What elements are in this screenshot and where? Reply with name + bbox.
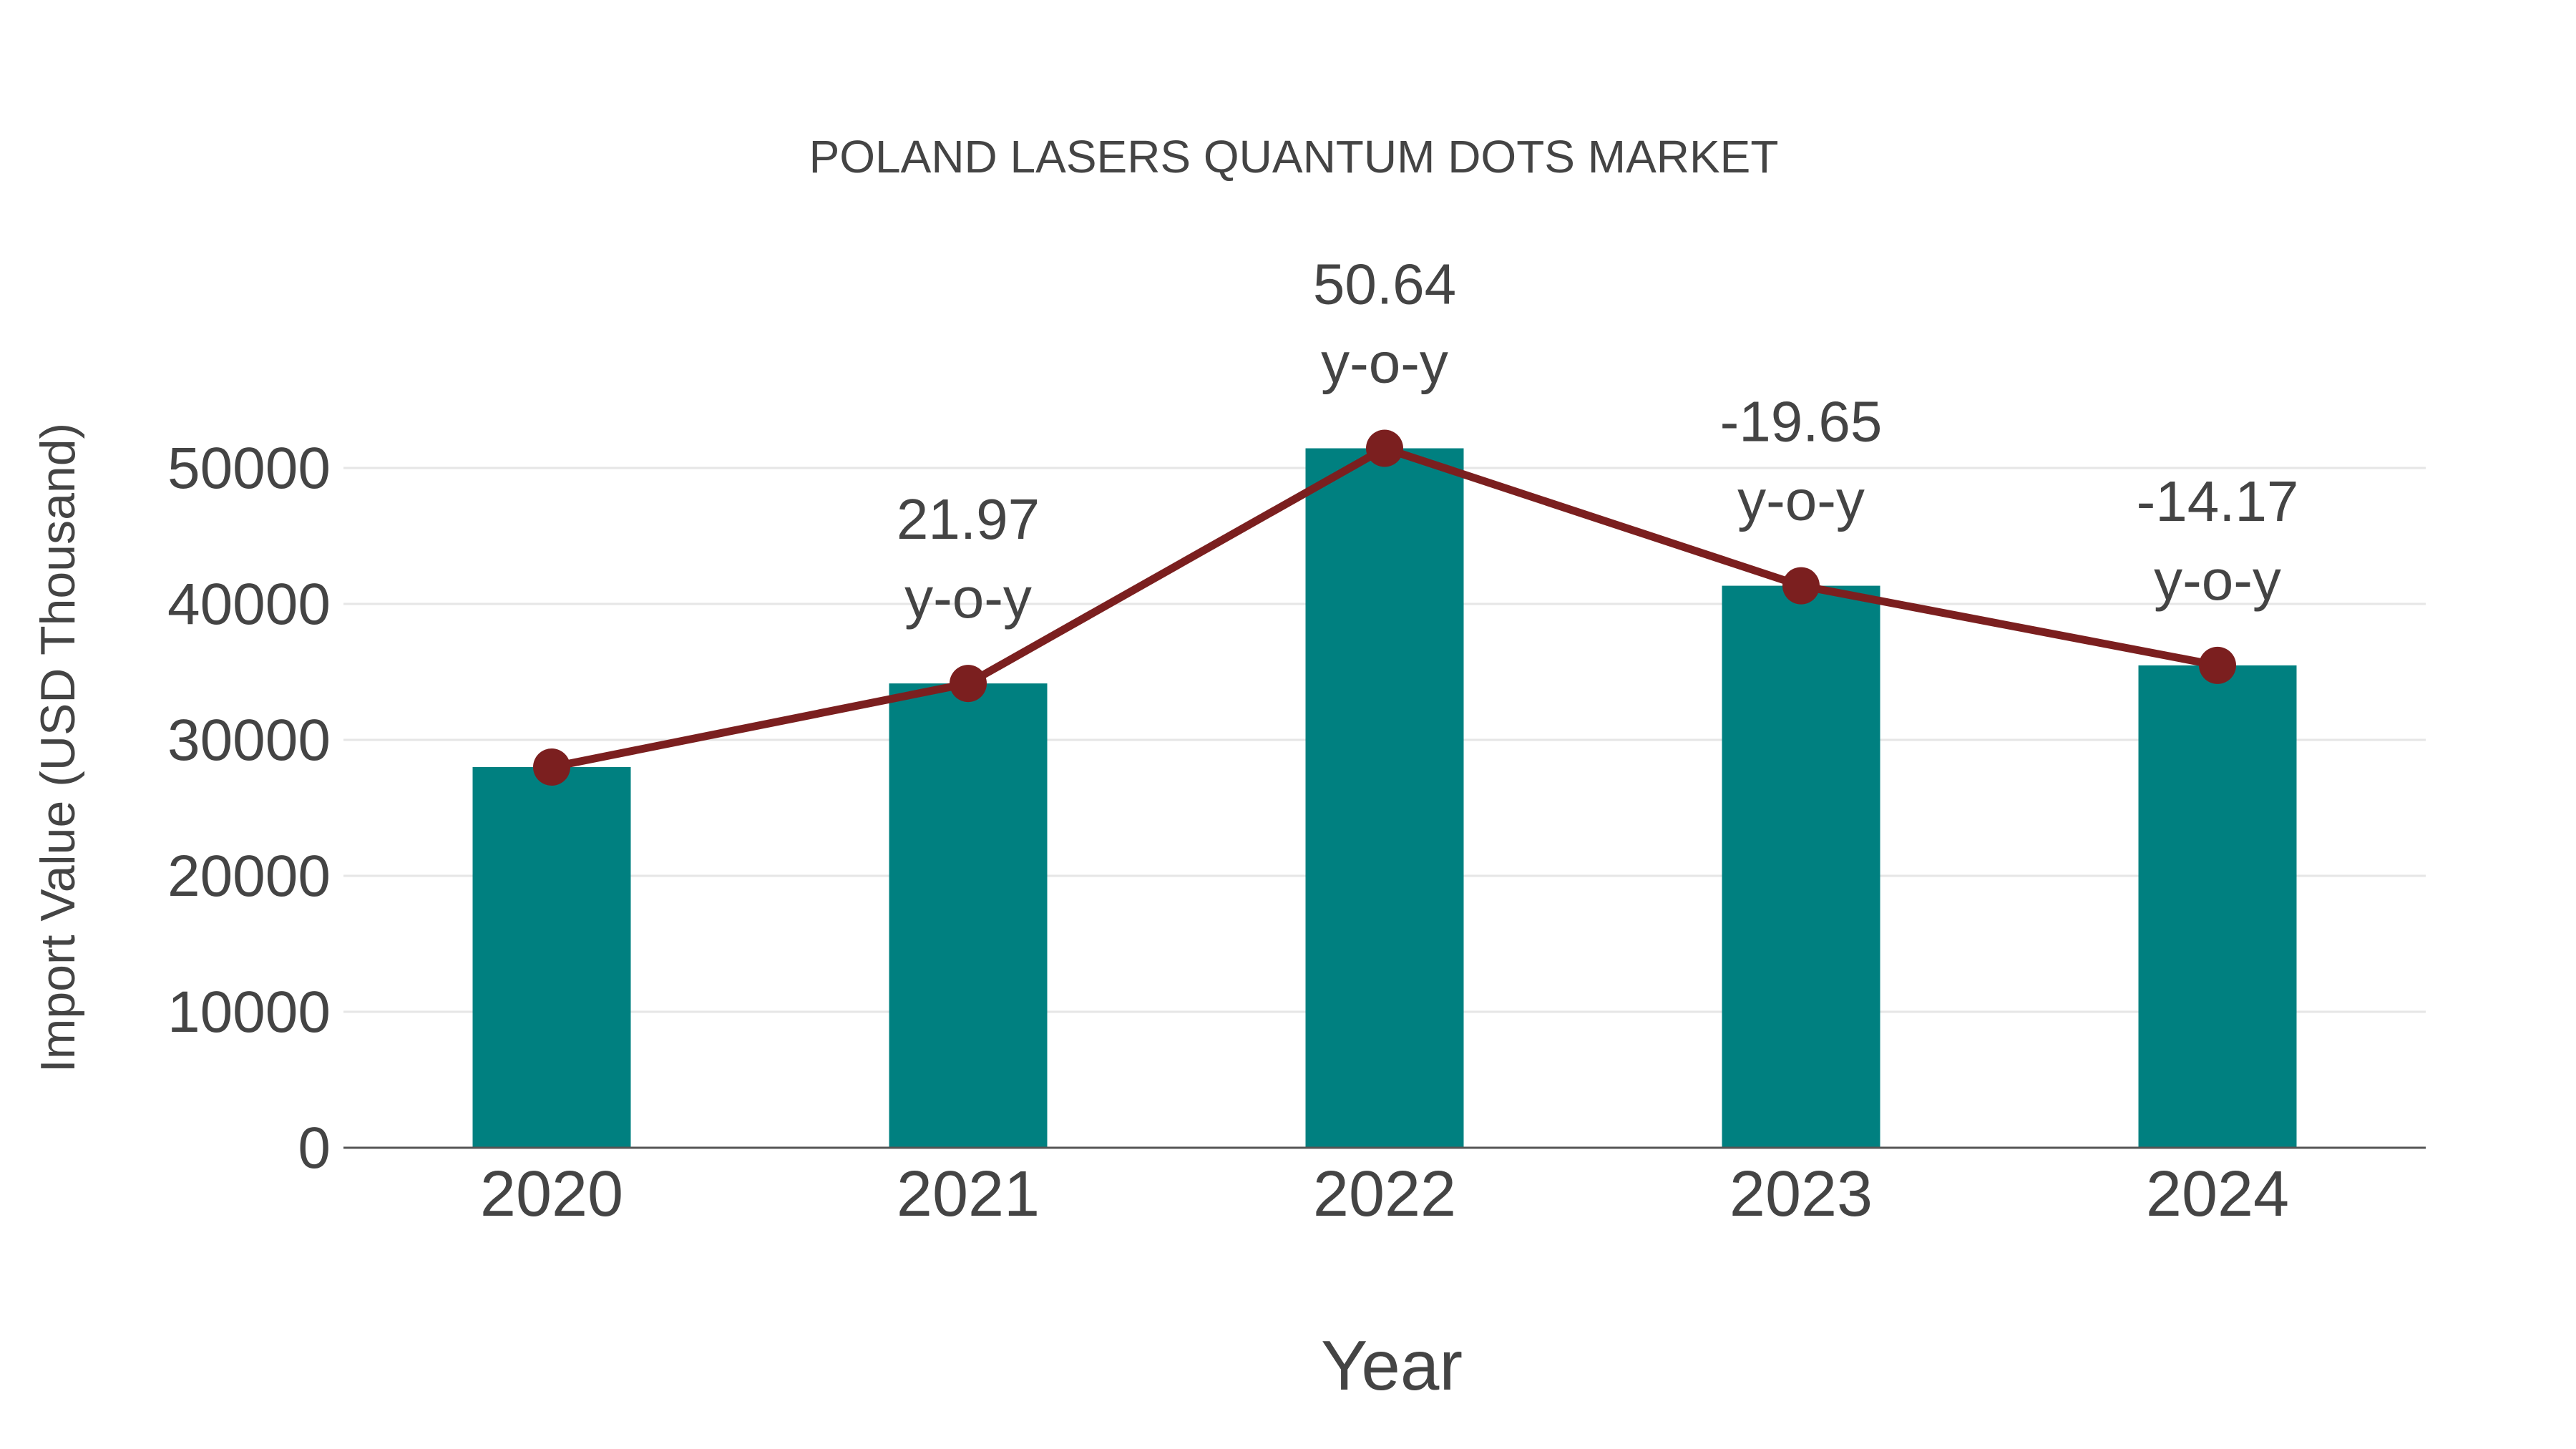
x-tick-label: 2024 <box>2146 1158 2289 1230</box>
yoy-annotations: 21.97 y-o-y 50.64 y-o-y -19.65 y-o-y -14.17 y-o… <box>897 253 2299 630</box>
annotation-2024: -14.17 y-o-y <box>2137 469 2299 612</box>
yoy-suffix: y-o-y <box>1737 469 1865 532</box>
y-tick-label: 0 <box>298 1116 331 1181</box>
yoy-suffix: y-o-y <box>904 566 1032 630</box>
bar-2022 <box>1305 448 1464 1148</box>
bar-2023 <box>1722 585 1880 1148</box>
yoy-suffix: y-o-y <box>2154 548 2281 612</box>
y-axis-ticks: 0 10000 20000 30000 40000 50000 <box>167 436 331 1181</box>
x-tick-label: 2021 <box>897 1158 1040 1230</box>
x-tick-label: 2022 <box>1313 1158 1456 1230</box>
marker-2021 <box>950 665 987 703</box>
x-axis-title: Year <box>1321 1326 1463 1405</box>
x-tick-label: 2023 <box>1729 1158 1873 1230</box>
y-axis-title: Import Value (USD Thousand) <box>31 423 85 1073</box>
chart-title: POLAND LASERS QUANTUM DOTS MARKET <box>809 131 1779 182</box>
x-axis-ticks: 2020 2021 2022 2023 2024 <box>480 1158 2289 1230</box>
y-tick-label: 50000 <box>167 436 331 501</box>
marker-2020 <box>533 748 570 786</box>
yoy-value: 50.64 <box>1313 253 1456 316</box>
yoy-value: -14.17 <box>2137 469 2299 533</box>
x-tick-label: 2020 <box>480 1158 623 1230</box>
y-tick-label: 10000 <box>167 980 331 1045</box>
bar-2024 <box>2138 665 2297 1148</box>
y-tick-label: 20000 <box>167 844 331 909</box>
bar-2021 <box>889 683 1048 1148</box>
bars <box>472 448 2297 1148</box>
marker-2022 <box>1366 429 1403 467</box>
trend-markers <box>533 429 2236 786</box>
annotation-2022: 50.64 y-o-y <box>1313 253 1456 395</box>
annotation-2021: 21.97 y-o-y <box>897 487 1040 630</box>
yoy-value: -19.65 <box>1720 390 1883 454</box>
annotation-2023: -19.65 y-o-y <box>1720 390 1883 532</box>
bar-2020 <box>472 767 631 1148</box>
marker-2023 <box>1782 567 1820 605</box>
yoy-value: 21.97 <box>897 487 1040 551</box>
y-tick-label: 30000 <box>167 708 331 773</box>
yoy-suffix: y-o-y <box>1321 331 1448 395</box>
marker-2024 <box>2199 646 2236 684</box>
y-tick-label: 40000 <box>167 572 331 637</box>
